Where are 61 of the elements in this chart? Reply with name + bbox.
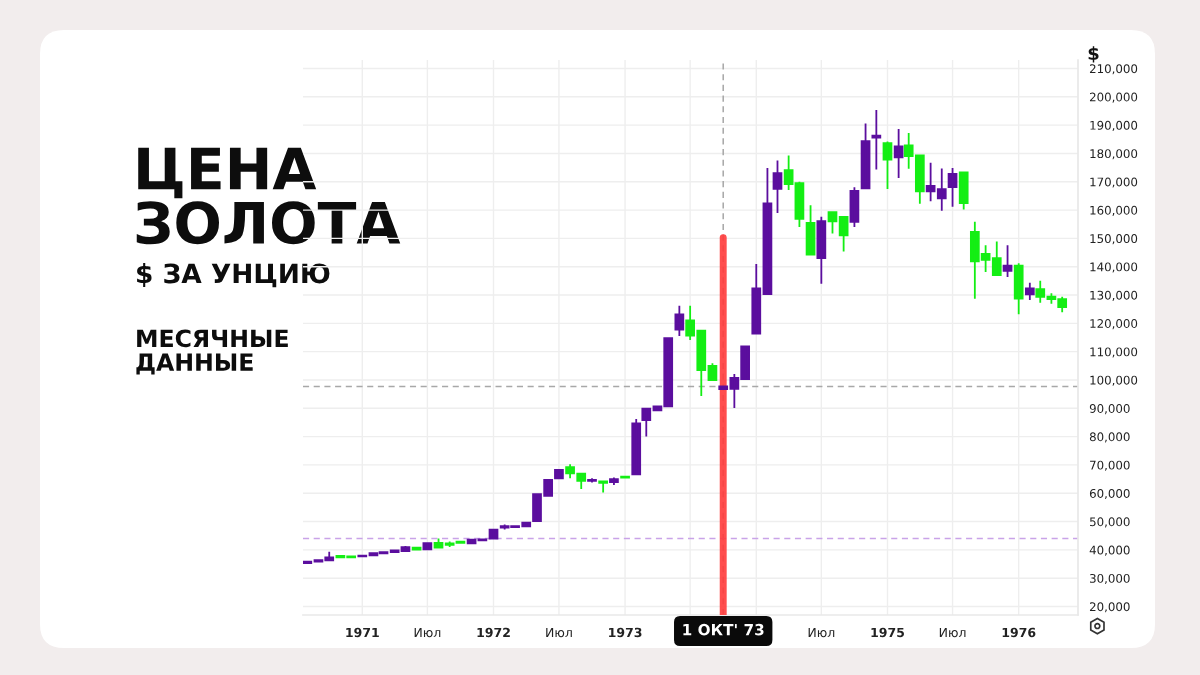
- text: МЕСЯЧНЫЕ ДАННЫЕ: [136, 329, 288, 375]
- candlestick: [641, 406, 652, 438]
- x-tick-label: 1972: [477, 627, 510, 638]
- y-tick-label: 80,000: [1089, 432, 1130, 443]
- y-tick-label: 210,000: [1089, 64, 1138, 75]
- ref-line-label: 1 ОКТ' 73: [683, 623, 764, 636]
- candlestick: [751, 262, 762, 336]
- y-tick-label: 50,000: [1090, 517, 1130, 528]
- candlestick: [936, 167, 947, 212]
- y-tick-label: 110,000: [1090, 347, 1138, 358]
- candlestick: [1002, 244, 1013, 278]
- candlestick: [631, 418, 642, 476]
- x-tick-label: Июл: [414, 627, 441, 638]
- y-axis-title: $: [1088, 46, 1099, 63]
- candlestick: [477, 537, 488, 542]
- y-tick-label: 160,000: [1090, 205, 1138, 216]
- y-tick-label: 170,000: [1090, 177, 1138, 188]
- candlestick: [1013, 262, 1024, 316]
- x-tick-label: Июл: [546, 627, 572, 638]
- candlestick: [871, 109, 882, 171]
- candlestick: [433, 537, 444, 549]
- candlestick: [554, 468, 564, 480]
- y-tick-label: 40,000: [1089, 545, 1130, 556]
- candlestick: [991, 240, 1002, 277]
- candlestick: [598, 480, 609, 494]
- x-tick-label: 1971: [346, 627, 379, 638]
- y-tick-label: 130,000: [1090, 290, 1138, 301]
- y-tick-label: 30,000: [1090, 573, 1130, 585]
- candlestick: [958, 170, 969, 211]
- x-tick-label: Июл: [808, 627, 835, 638]
- candlestick: [1035, 279, 1046, 304]
- x-tick-label: 1973: [609, 627, 642, 638]
- candlestick: [674, 304, 685, 337]
- candlestick: [620, 474, 630, 480]
- candlestick: [587, 477, 597, 484]
- candlestick: [925, 161, 936, 203]
- y-tick-label: 140,000: [1090, 262, 1138, 273]
- text: ЦЕНА ЗОЛОТА: [136, 147, 401, 245]
- x-tick-label: 1976: [1002, 627, 1036, 638]
- y-tick-label: 90,000: [1089, 404, 1130, 415]
- y-tick-label: 20,000: [1089, 602, 1130, 613]
- y-tick-label: 190,000: [1090, 120, 1138, 131]
- y-tick-label: 150,000: [1090, 234, 1138, 245]
- x-tick-label: 1975: [871, 627, 905, 638]
- candlestick: [609, 476, 619, 486]
- x-tick-label: Июл: [939, 627, 966, 638]
- text: $ ЗА УНЦИЮ: [137, 263, 330, 288]
- y-tick-label: 200,000: [1089, 92, 1138, 103]
- candlestick: [303, 560, 313, 565]
- candlestick: [838, 215, 849, 253]
- y-tick-label: 180,000: [1090, 149, 1138, 160]
- y-tick-label: 100,000: [1090, 375, 1138, 386]
- candlestick: [816, 215, 827, 285]
- y-tick-label: 70,000: [1090, 460, 1130, 471]
- y-tick-label: 60,000: [1089, 488, 1130, 500]
- candlestick: [893, 128, 904, 179]
- candlestick: [783, 154, 794, 191]
- y-tick-label: 120,000: [1090, 319, 1138, 330]
- candlestick: [772, 159, 783, 214]
- candlestick: [1024, 281, 1035, 302]
- candlestick: [882, 140, 893, 191]
